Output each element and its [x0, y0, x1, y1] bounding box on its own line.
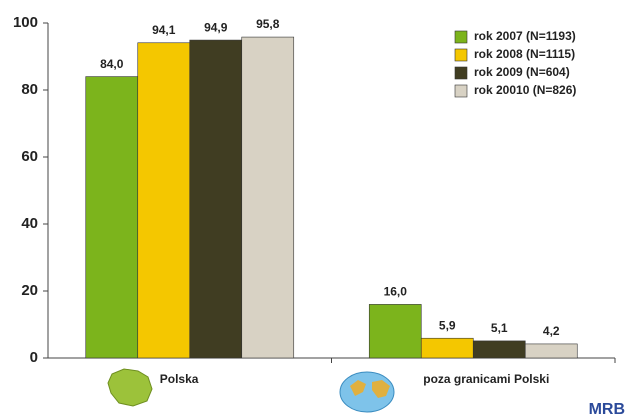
legend-swatch [454, 30, 468, 44]
bar [85, 76, 139, 359]
bar [241, 36, 295, 359]
value-label: 16,0 [384, 285, 408, 299]
bar [472, 340, 526, 359]
bar [524, 343, 578, 359]
legend-swatch [454, 84, 468, 98]
legend-swatch [454, 48, 468, 62]
value-label: 84,0 [100, 57, 124, 71]
value-label: 95,8 [256, 17, 280, 31]
value-label: 5,9 [439, 318, 456, 332]
legend-label: rok 2009 (N=604) [474, 65, 570, 79]
bar [420, 337, 474, 359]
y-tick-label: 40 [21, 215, 38, 232]
legend-swatch [454, 66, 468, 80]
y-tick-label: 100 [13, 14, 38, 31]
bar [368, 304, 422, 359]
poland-icon [107, 368, 153, 407]
legend-label: rok 2007 (N=1193) [474, 29, 576, 43]
x-tick-label: Polska [160, 372, 199, 386]
logo: MRB [589, 401, 625, 418]
y-tick-label: 20 [21, 282, 38, 299]
y-tick-label: 80 [21, 81, 38, 98]
world-land [350, 380, 390, 398]
bar [137, 42, 191, 359]
value-label: 4,2 [543, 324, 560, 338]
x-tick-label: poza granicami Polski [423, 372, 549, 386]
value-label: 94,1 [152, 23, 176, 37]
legend-label: rok 20010 (N=826) [474, 83, 576, 97]
y-tick-label: 60 [21, 148, 38, 165]
legend-label: rok 2008 (N=1115) [474, 47, 575, 61]
y-tick-label: 0 [30, 349, 38, 366]
bar [189, 39, 243, 359]
value-label: 5,1 [491, 321, 508, 335]
value-label: 94,9 [204, 20, 228, 34]
map-icons [107, 368, 395, 413]
